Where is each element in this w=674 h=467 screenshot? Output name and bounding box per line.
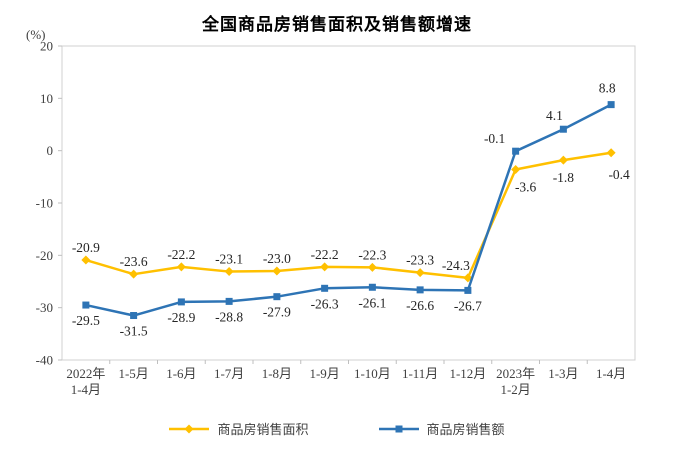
svg-text:20: 20 — [40, 39, 53, 54]
svg-text:-29.5: -29.5 — [72, 313, 100, 328]
legend-item-sales-amount: 商品房销售额 — [378, 419, 505, 438]
svg-text:-22.2: -22.2 — [311, 247, 339, 262]
y-axis-unit-label: (%) — [26, 27, 46, 42]
svg-text:-40: -40 — [36, 353, 53, 368]
svg-text:1-3月: 1-3月 — [548, 366, 578, 381]
svg-text:10: 10 — [40, 91, 53, 106]
svg-text:1-5月: 1-5月 — [118, 366, 148, 381]
svg-text:-31.5: -31.5 — [120, 324, 148, 339]
svg-text:1-8月: 1-8月 — [262, 366, 292, 381]
svg-text:-23.3: -23.3 — [406, 253, 434, 268]
svg-text:-10: -10 — [36, 196, 53, 211]
svg-text:1-7月: 1-7月 — [214, 366, 244, 381]
legend-label: 商品房销售额 — [426, 422, 505, 437]
svg-text:2023年: 2023年 — [496, 366, 535, 381]
sales-area-line-marker-icon — [169, 423, 210, 435]
svg-text:-20: -20 — [36, 248, 53, 263]
svg-text:1-4月: 1-4月 — [596, 366, 626, 381]
svg-text:-3.6: -3.6 — [515, 180, 537, 195]
legend-item-sales-area: 商品房销售面积 — [169, 419, 309, 438]
svg-text:1-12月: 1-12月 — [449, 366, 486, 381]
chart-title: 全国商品房销售面积及销售额增速 — [202, 15, 472, 34]
chart-legend: 商品房销售面积 商品房销售额 — [0, 419, 674, 438]
svg-text:-22.3: -22.3 — [358, 247, 386, 262]
svg-text:4.1: 4.1 — [546, 108, 563, 123]
svg-text:2022年: 2022年 — [66, 366, 105, 381]
svg-text:0: 0 — [47, 143, 54, 158]
svg-text:-23.6: -23.6 — [120, 254, 148, 269]
svg-text:1-2月: 1-2月 — [500, 382, 530, 397]
svg-text:-26.1: -26.1 — [358, 295, 386, 310]
svg-text:-22.2: -22.2 — [167, 247, 195, 262]
svg-text:-26.6: -26.6 — [406, 298, 434, 313]
svg-text:-26.3: -26.3 — [311, 296, 339, 311]
svg-text:-24.3: -24.3 — [442, 258, 470, 273]
svg-text:-0.1: -0.1 — [484, 131, 505, 146]
svg-text:-23.0: -23.0 — [263, 251, 291, 266]
svg-text:1-11月: 1-11月 — [402, 366, 438, 381]
svg-text:-27.9: -27.9 — [263, 305, 291, 320]
legend-label: 商品房销售面积 — [217, 422, 309, 437]
svg-text:8.8: 8.8 — [599, 81, 616, 96]
svg-text:1-4月: 1-4月 — [71, 382, 101, 397]
svg-text:1-10月: 1-10月 — [354, 366, 391, 381]
svg-text:1-6月: 1-6月 — [166, 366, 196, 381]
svg-text:-28.9: -28.9 — [167, 310, 195, 325]
svg-text:1-9月: 1-9月 — [309, 366, 339, 381]
svg-text:-20.9: -20.9 — [72, 240, 100, 255]
svg-text:-1.8: -1.8 — [553, 170, 575, 185]
svg-text:-30: -30 — [36, 300, 53, 315]
svg-text:-0.4: -0.4 — [608, 167, 630, 182]
svg-text:-23.1: -23.1 — [215, 252, 243, 267]
svg-text:-28.8: -28.8 — [215, 309, 243, 324]
sales-amount-line-marker-icon — [378, 423, 419, 435]
svg-text:-26.7: -26.7 — [454, 298, 482, 313]
